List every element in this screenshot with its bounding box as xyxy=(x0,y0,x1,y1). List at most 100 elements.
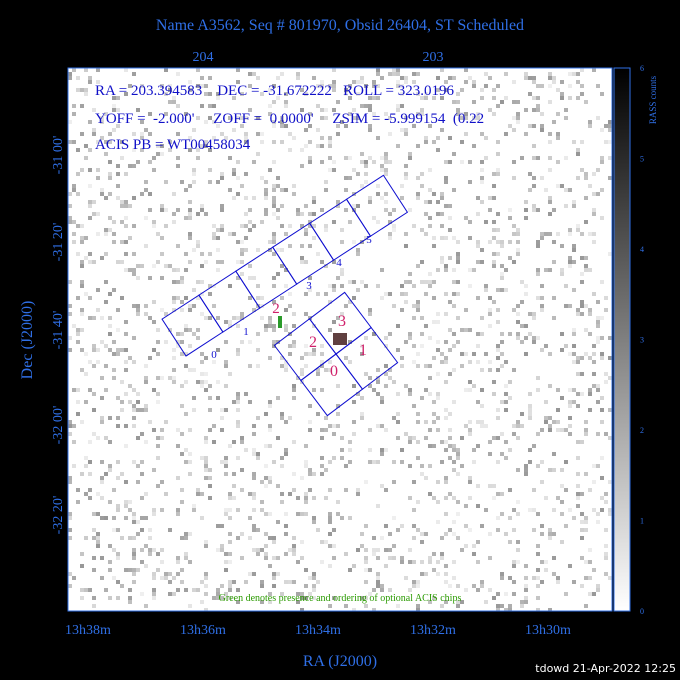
noise-pixel xyxy=(332,544,336,548)
noise-pixel xyxy=(364,580,368,584)
noise-pixel xyxy=(92,568,96,572)
noise-pixel xyxy=(308,124,312,128)
noise-pixel xyxy=(364,556,368,560)
noise-pixel xyxy=(340,228,344,232)
noise-pixel xyxy=(352,384,356,388)
noise-pixel xyxy=(264,512,268,516)
noise-pixel xyxy=(124,516,128,520)
noise-pixel xyxy=(496,240,500,244)
noise-pixel xyxy=(608,128,612,132)
noise-pixel xyxy=(88,360,92,364)
noise-pixel xyxy=(512,224,516,228)
noise-pixel xyxy=(192,288,196,292)
noise-pixel xyxy=(216,596,220,600)
noise-pixel xyxy=(428,464,432,468)
noise-pixel xyxy=(376,68,380,72)
noise-pixel xyxy=(432,192,436,196)
noise-pixel xyxy=(576,72,580,76)
noise-pixel xyxy=(220,524,224,528)
noise-pixel xyxy=(344,176,348,180)
noise-pixel xyxy=(588,548,592,552)
noise-pixel xyxy=(604,528,608,532)
colorbar-title: RASS counts xyxy=(648,75,658,124)
noise-pixel xyxy=(556,496,560,500)
noise-pixel xyxy=(276,216,280,220)
noise-pixel xyxy=(336,132,340,136)
noise-pixel xyxy=(132,572,136,576)
noise-pixel xyxy=(580,536,584,540)
noise-pixel xyxy=(332,284,336,288)
noise-pixel xyxy=(100,496,104,500)
noise-pixel xyxy=(136,408,140,412)
noise-pixel xyxy=(236,588,240,592)
noise-pixel xyxy=(68,476,72,480)
noise-pixel xyxy=(80,240,84,244)
noise-pixel xyxy=(156,444,160,448)
noise-pixel xyxy=(68,584,72,588)
noise-pixel xyxy=(284,452,288,456)
noise-pixel xyxy=(592,212,596,216)
noise-pixel xyxy=(320,144,324,148)
noise-pixel xyxy=(516,232,520,236)
noise-pixel xyxy=(184,112,188,116)
noise-pixel xyxy=(560,80,564,84)
noise-pixel xyxy=(412,316,416,320)
noise-pixel xyxy=(340,448,344,452)
noise-pixel xyxy=(428,168,432,172)
noise-pixel xyxy=(356,392,360,396)
noise-pixel xyxy=(320,428,324,432)
noise-pixel xyxy=(372,332,376,336)
noise-pixel xyxy=(96,348,100,352)
noise-pixel xyxy=(264,328,268,332)
noise-pixel xyxy=(216,592,220,596)
noise-pixel xyxy=(568,72,572,76)
noise-pixel xyxy=(392,224,396,228)
noise-pixel xyxy=(308,576,312,580)
noise-pixel xyxy=(408,440,412,444)
noise-pixel xyxy=(140,148,144,152)
noise-pixel xyxy=(72,140,76,144)
noise-pixel xyxy=(88,204,92,208)
noise-pixel xyxy=(304,260,308,264)
noise-pixel xyxy=(176,244,180,248)
noise-pixel xyxy=(364,84,368,88)
noise-pixel xyxy=(372,96,376,100)
noise-pixel xyxy=(308,288,312,292)
noise-pixel xyxy=(572,204,576,208)
noise-pixel xyxy=(108,324,112,328)
noise-pixel xyxy=(512,116,516,120)
noise-pixel xyxy=(76,252,80,256)
noise-pixel xyxy=(200,84,204,88)
noise-pixel xyxy=(444,180,448,184)
noise-pixel xyxy=(296,72,300,76)
noise-pixel xyxy=(452,560,456,564)
noise-pixel xyxy=(480,88,484,92)
noise-pixel xyxy=(240,468,244,472)
noise-pixel xyxy=(580,232,584,236)
noise-pixel xyxy=(184,460,188,464)
noise-pixel xyxy=(176,72,180,76)
noise-pixel xyxy=(336,200,340,204)
noise-pixel xyxy=(568,304,572,308)
noise-pixel xyxy=(96,512,100,516)
noise-pixel xyxy=(480,248,484,252)
noise-pixel xyxy=(96,168,100,172)
noise-pixel xyxy=(568,260,572,264)
noise-pixel xyxy=(412,480,416,484)
noise-pixel xyxy=(260,580,264,584)
noise-pixel xyxy=(216,180,220,184)
noise-pixel xyxy=(96,436,100,440)
noise-pixel xyxy=(444,356,448,360)
noise-pixel xyxy=(300,540,304,544)
noise-pixel xyxy=(384,200,388,204)
noise-pixel xyxy=(148,276,152,280)
noise-pixel xyxy=(432,552,436,556)
noise-pixel xyxy=(396,108,400,112)
noise-pixel xyxy=(388,212,392,216)
noise-pixel xyxy=(400,92,404,96)
noise-pixel xyxy=(452,304,456,308)
noise-pixel xyxy=(372,588,376,592)
noise-pixel xyxy=(136,568,140,572)
noise-pixel xyxy=(304,128,308,132)
noise-pixel xyxy=(368,96,372,100)
